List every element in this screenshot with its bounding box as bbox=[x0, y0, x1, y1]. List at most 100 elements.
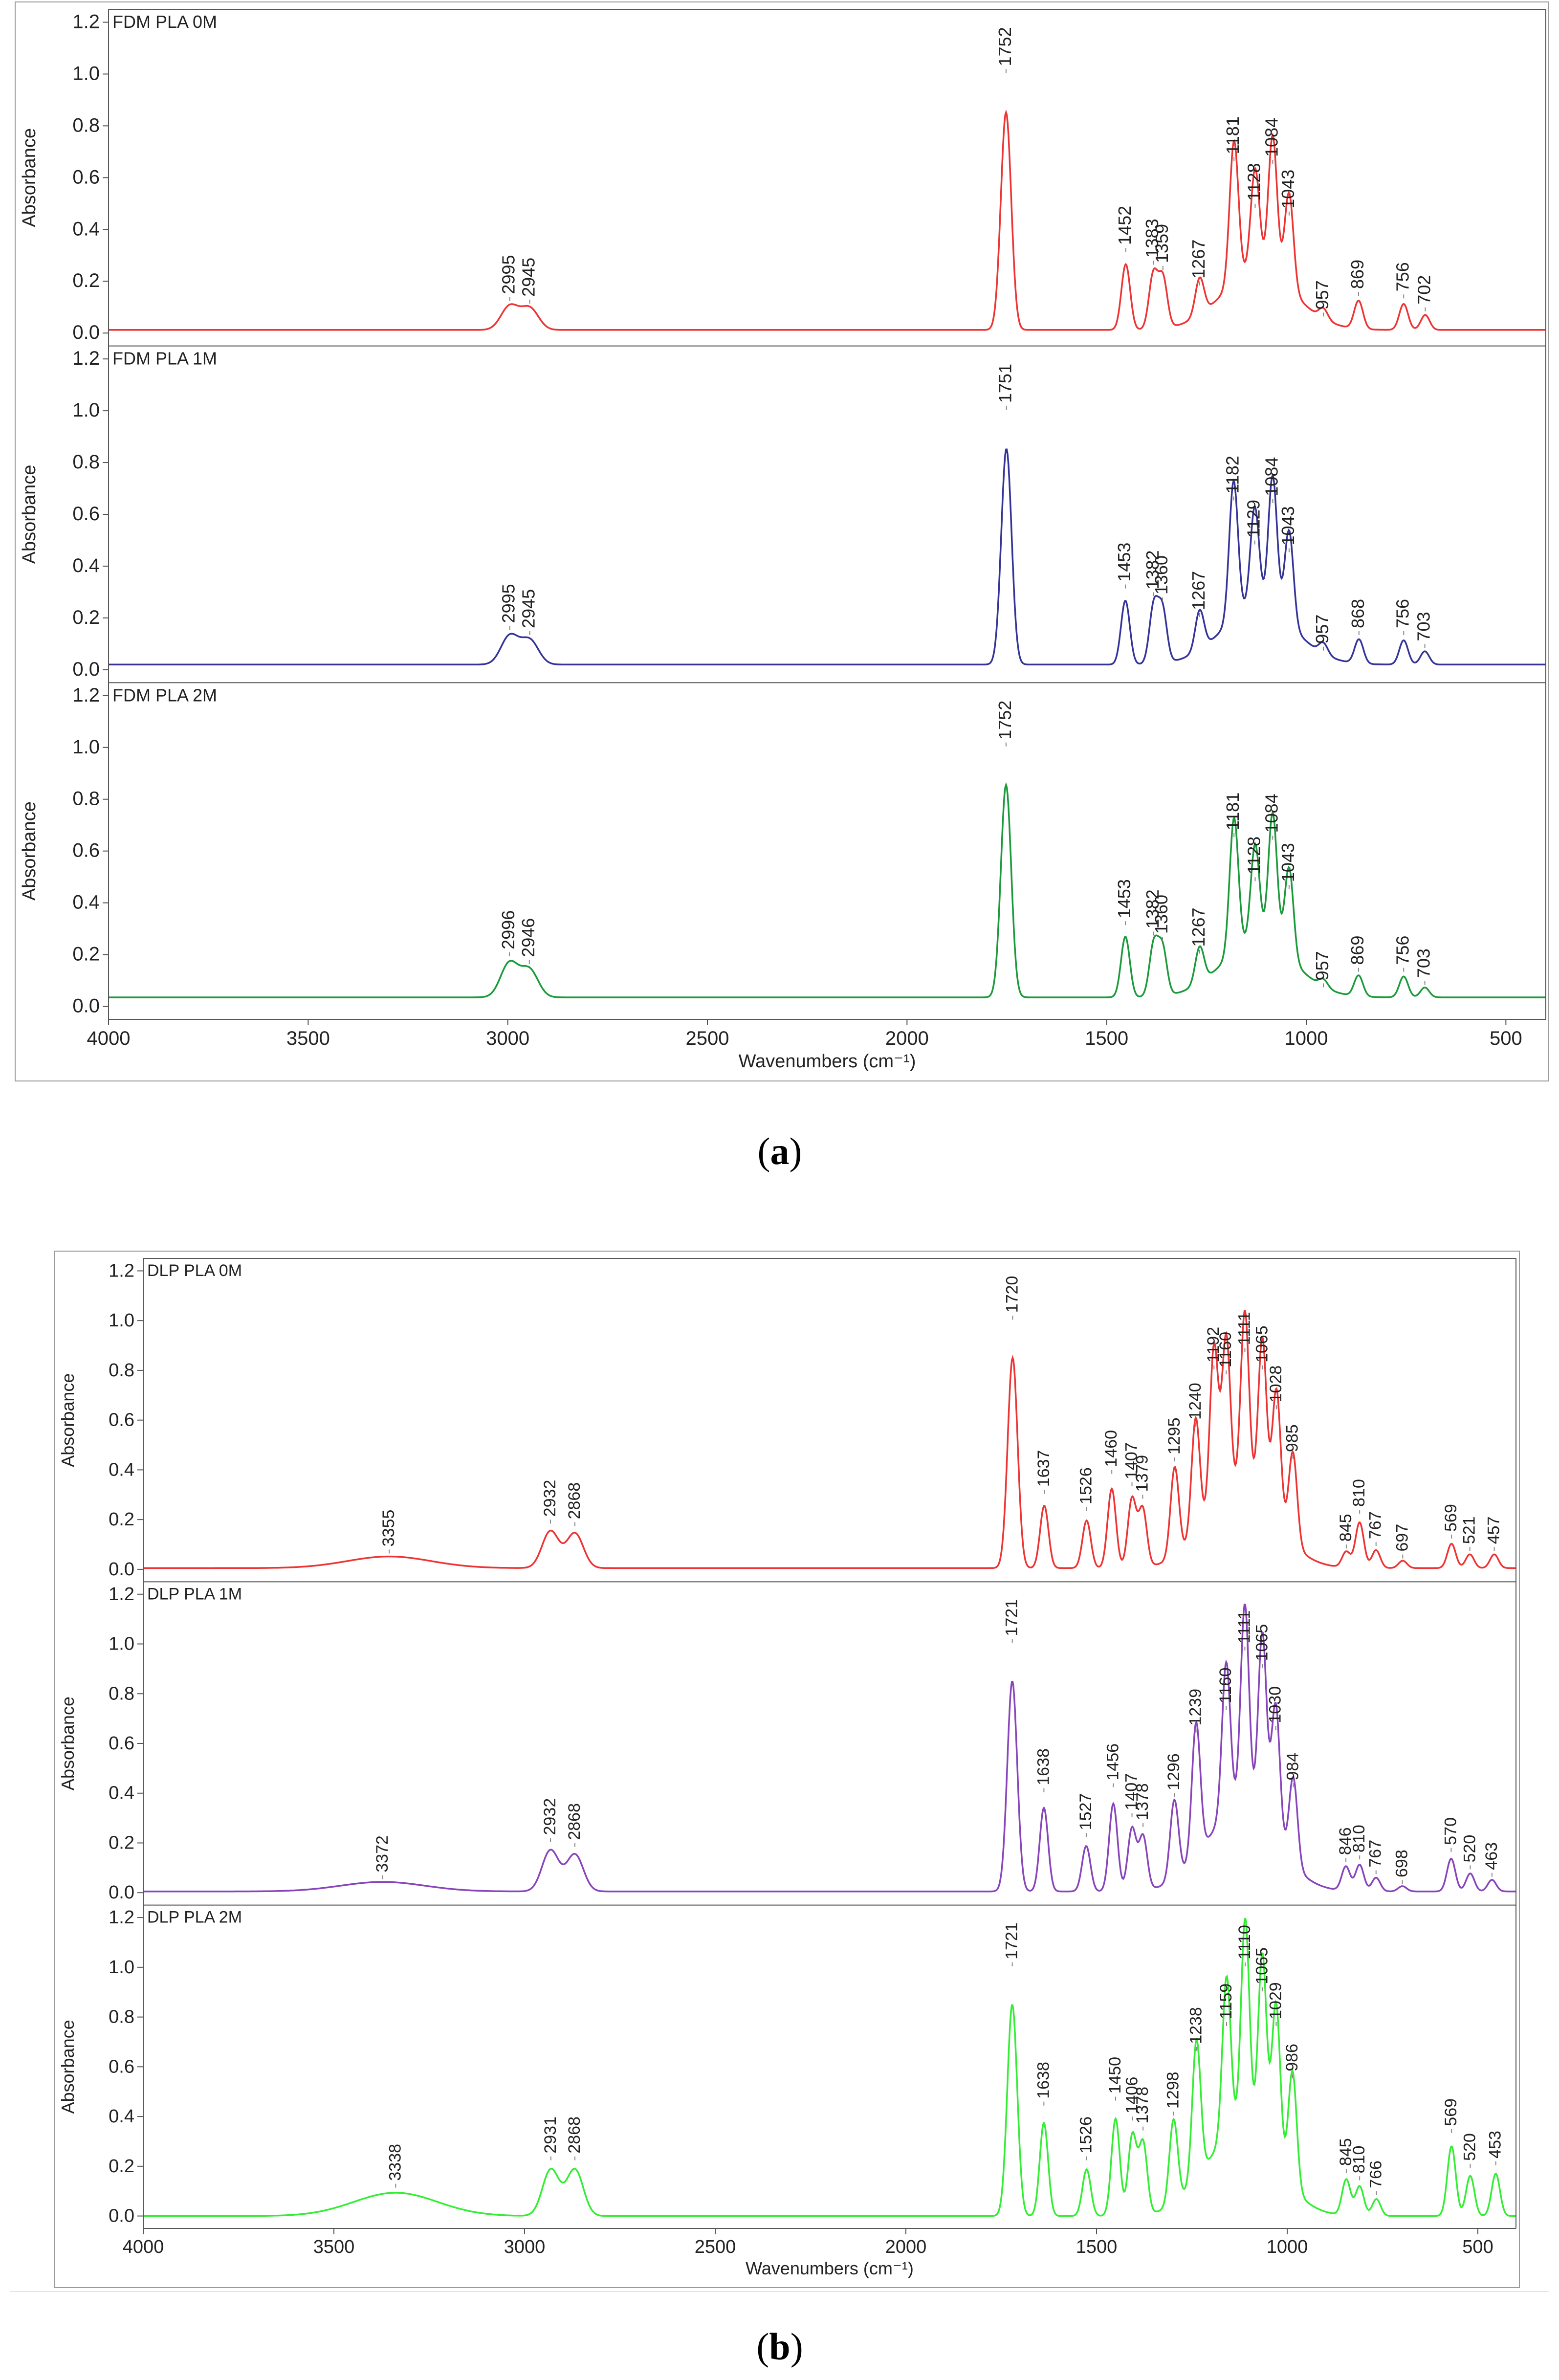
peak-label: 1526 bbox=[1077, 1467, 1096, 1504]
x-tick-label: 1000 bbox=[1267, 2237, 1308, 2257]
x-tick-label: 3500 bbox=[313, 2237, 355, 2257]
peak-label: 1110 bbox=[1235, 1925, 1254, 1960]
x-tick-label: 4000 bbox=[87, 1028, 131, 1049]
y-tick-label: 0.8 bbox=[109, 2007, 134, 2027]
caption-a-suffix: ) bbox=[789, 1130, 802, 1172]
y-axis-label: Absorbance bbox=[19, 801, 40, 901]
peak-label: 2868 bbox=[565, 1803, 584, 1840]
peak-label: 1526 bbox=[1077, 2116, 1096, 2154]
peak-label: 3338 bbox=[386, 2144, 404, 2181]
peak-label: 986 bbox=[1283, 2044, 1301, 2071]
x-tick-label: 1000 bbox=[1285, 1028, 1328, 1049]
y-tick-label: 0.4 bbox=[109, 1459, 134, 1480]
y-tick-label: 0.2 bbox=[72, 607, 100, 628]
peak-label: 1298 bbox=[1164, 2071, 1183, 2109]
peak-label: 1452 bbox=[1115, 206, 1135, 245]
caption-b-suffix: ) bbox=[790, 2325, 803, 2368]
x-tick-label: 2500 bbox=[686, 1028, 729, 1049]
y-tick-label: 0.8 bbox=[72, 451, 100, 473]
peak-label: 1159 bbox=[1217, 1983, 1235, 2019]
peak-label: 1527 bbox=[1076, 1793, 1095, 1830]
y-tick-label: 0.4 bbox=[109, 1783, 134, 1804]
peak-label: 1360 bbox=[1151, 555, 1171, 595]
peak-label: 1453 bbox=[1114, 543, 1134, 582]
peak-label: 1378 bbox=[1133, 1783, 1152, 1820]
y-tick-label: 0.2 bbox=[109, 1832, 134, 1853]
peak-label: 2931 bbox=[541, 2116, 560, 2154]
peak-label: 3355 bbox=[379, 1510, 398, 1547]
caption-b-prefix: ( bbox=[756, 2325, 769, 2368]
y-tick-label: 0.0 bbox=[109, 1559, 134, 1580]
peak-label: 1028 bbox=[1267, 1366, 1285, 1403]
peak-label: 1029 bbox=[1266, 1982, 1285, 2019]
peak-label: 869 bbox=[1347, 936, 1367, 965]
peak-label: 520 bbox=[1460, 2133, 1479, 2161]
peak-label: 1382 bbox=[1142, 889, 1163, 928]
y-tick-label: 1.0 bbox=[109, 1634, 134, 1654]
peak-label: 2995 bbox=[499, 255, 519, 294]
peak-label: 457 bbox=[1485, 1517, 1503, 1544]
y-tick-label: 1.0 bbox=[72, 63, 100, 84]
y-tick-label: 1.0 bbox=[72, 736, 100, 758]
peak-label: 520 bbox=[1460, 1835, 1479, 1863]
y-axis-label: Absorbance bbox=[19, 128, 40, 227]
y-tick-label: 1.2 bbox=[109, 1907, 134, 1928]
x-tick-label: 2000 bbox=[885, 2237, 927, 2257]
peak-label: 1240 bbox=[1186, 1383, 1205, 1420]
series-name: FDM PLA 2M bbox=[112, 685, 217, 705]
y-axis-label: Absorbance bbox=[19, 465, 40, 564]
x-tick-label: 1500 bbox=[1085, 1028, 1128, 1049]
spectrum-line-dlp-pla-2m bbox=[143, 1917, 1516, 2217]
x-axis: 4000 3500 3000 2500 2000 1500 1000 500 Wavenumbe… bbox=[123, 1258, 1516, 2278]
peak-label: 766 bbox=[1367, 2160, 1385, 2188]
peak-label: 846 bbox=[1336, 1827, 1355, 1855]
peak-label: 1065 bbox=[1252, 1624, 1271, 1661]
y-tick-label: 0.2 bbox=[72, 270, 100, 291]
y-tick-label: 0.8 bbox=[72, 114, 100, 136]
y-tick-label: 0.4 bbox=[109, 2106, 134, 2127]
peak-label: 1129 bbox=[1244, 500, 1264, 537]
panel-fdm-pla-0m: 0.0 0.2 0.4 0.6 0.8 1.0 1.2 Absorbance FDM PLA 0… bbox=[19, 9, 1546, 343]
y-tick-label: 0.0 bbox=[109, 2206, 134, 2226]
y-tick-label: 0.8 bbox=[109, 1360, 134, 1381]
peak-label: 1182 bbox=[1222, 456, 1242, 493]
peak-label: 1192 bbox=[1204, 1327, 1223, 1363]
peak-label: 698 bbox=[1393, 1850, 1411, 1877]
peak-label: 1453 bbox=[1114, 879, 1134, 918]
peak-label: 2868 bbox=[565, 2116, 584, 2154]
peak-label: 703 bbox=[1414, 948, 1434, 978]
peak-label: 463 bbox=[1482, 1842, 1501, 1870]
peak-label: 957 bbox=[1312, 951, 1332, 980]
spectrum-line-fdm-pla-1m bbox=[109, 448, 1546, 666]
y-tick-label: 0.6 bbox=[109, 2056, 134, 2077]
y-tick-label: 0.6 bbox=[109, 1733, 134, 1754]
figure-b-chart: 0.0 0.2 0.4 0.6 0.8 1.0 1.2 Absorbance DLP PLA 0… bbox=[58, 1258, 1516, 2278]
peak-label: 2932 bbox=[541, 1798, 559, 1835]
peak-label: 845 bbox=[1337, 2138, 1355, 2166]
panel-fdm-pla-2m: 0.0 0.2 0.4 0.6 0.8 1.0 1.2 Absorbance FDM PLA 2… bbox=[19, 682, 1546, 1017]
y-axis-label: Absorbance bbox=[58, 1697, 78, 1790]
peak-label: 702 bbox=[1414, 275, 1434, 305]
peak-label: 1450 bbox=[1106, 2057, 1124, 2094]
peak-label: 1359 bbox=[1152, 224, 1172, 263]
caption-a-label: a bbox=[770, 1130, 790, 1172]
peak-label: 767 bbox=[1366, 1511, 1385, 1539]
peak-label: 1407 bbox=[1122, 1773, 1141, 1810]
peak-label: 1296 bbox=[1164, 1753, 1183, 1790]
peak-label: 697 bbox=[1393, 1524, 1411, 1552]
peak-label: 984 bbox=[1283, 1753, 1302, 1781]
y-tick-label: 1.0 bbox=[72, 399, 100, 421]
peak-label: 1030 bbox=[1266, 1686, 1285, 1723]
peak-label: 1181 bbox=[1223, 116, 1243, 154]
y-axis-label: Absorbance bbox=[58, 1373, 78, 1467]
peak-label: 1084 bbox=[1261, 457, 1281, 496]
peak-label: 2932 bbox=[541, 1480, 559, 1517]
peak-label: 1752 bbox=[995, 701, 1015, 740]
peak-label: 453 bbox=[1486, 2131, 1505, 2159]
peak-label: 2945 bbox=[519, 589, 539, 628]
peak-label: 2996 bbox=[498, 910, 518, 949]
peak-label: 1043 bbox=[1278, 170, 1298, 209]
peak-label: 1084 bbox=[1261, 118, 1281, 157]
x-axis: 4000 3500 3000 2500 2000 1500 1000 500 Wavenumbe… bbox=[87, 9, 1546, 1072]
y-tick-label: 0.8 bbox=[109, 1683, 134, 1704]
